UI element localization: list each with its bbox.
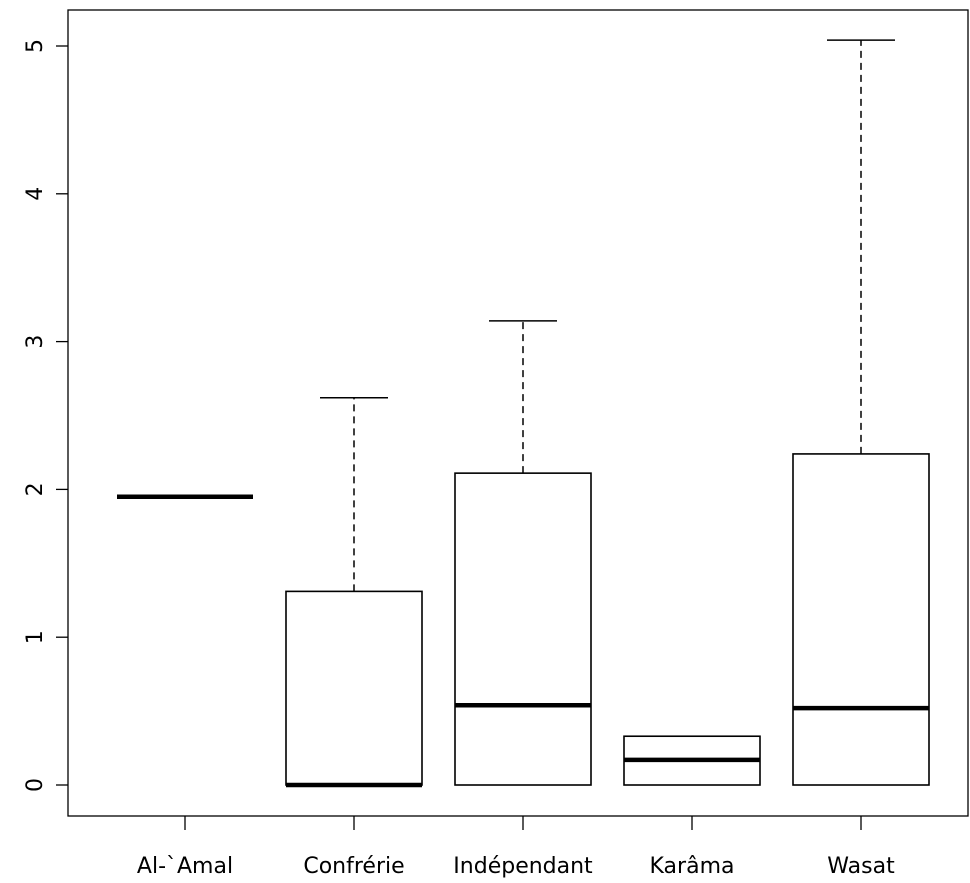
y-tick-label: 2: [23, 482, 48, 496]
x-tick-label: Indépendant: [453, 854, 593, 879]
box-group: [454, 320, 592, 786]
x-tick-label: Karâma: [650, 854, 735, 879]
box-group: [792, 39, 930, 786]
x-axis: Al-`Amal Confrérie Indépendant Karâma Wasat: [137, 816, 895, 879]
y-tick-label: 1: [23, 630, 48, 644]
y-axis: 0 1 2 3 4 5: [23, 39, 68, 792]
x-tick-label: Confrérie: [303, 854, 404, 879]
y-tick-label: 0: [23, 778, 48, 792]
iqr-box: [285, 590, 423, 786]
box-group: [623, 735, 761, 786]
iqr-box: [454, 472, 592, 786]
box-group: [285, 397, 423, 788]
y-tick-label: 4: [23, 187, 48, 201]
x-tick-label: Al-`Amal: [137, 854, 233, 879]
plot-frame: [67, 9, 969, 817]
boxes-layer: [117, 39, 930, 788]
iqr-box: [792, 453, 930, 786]
x-tick-label: Wasat: [827, 854, 895, 879]
y-tick-label: 3: [23, 335, 48, 349]
y-tick-label: 5: [23, 39, 48, 53]
